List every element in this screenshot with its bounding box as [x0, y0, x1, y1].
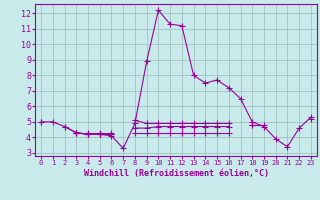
X-axis label: Windchill (Refroidissement éolien,°C): Windchill (Refroidissement éolien,°C) — [84, 169, 268, 178]
